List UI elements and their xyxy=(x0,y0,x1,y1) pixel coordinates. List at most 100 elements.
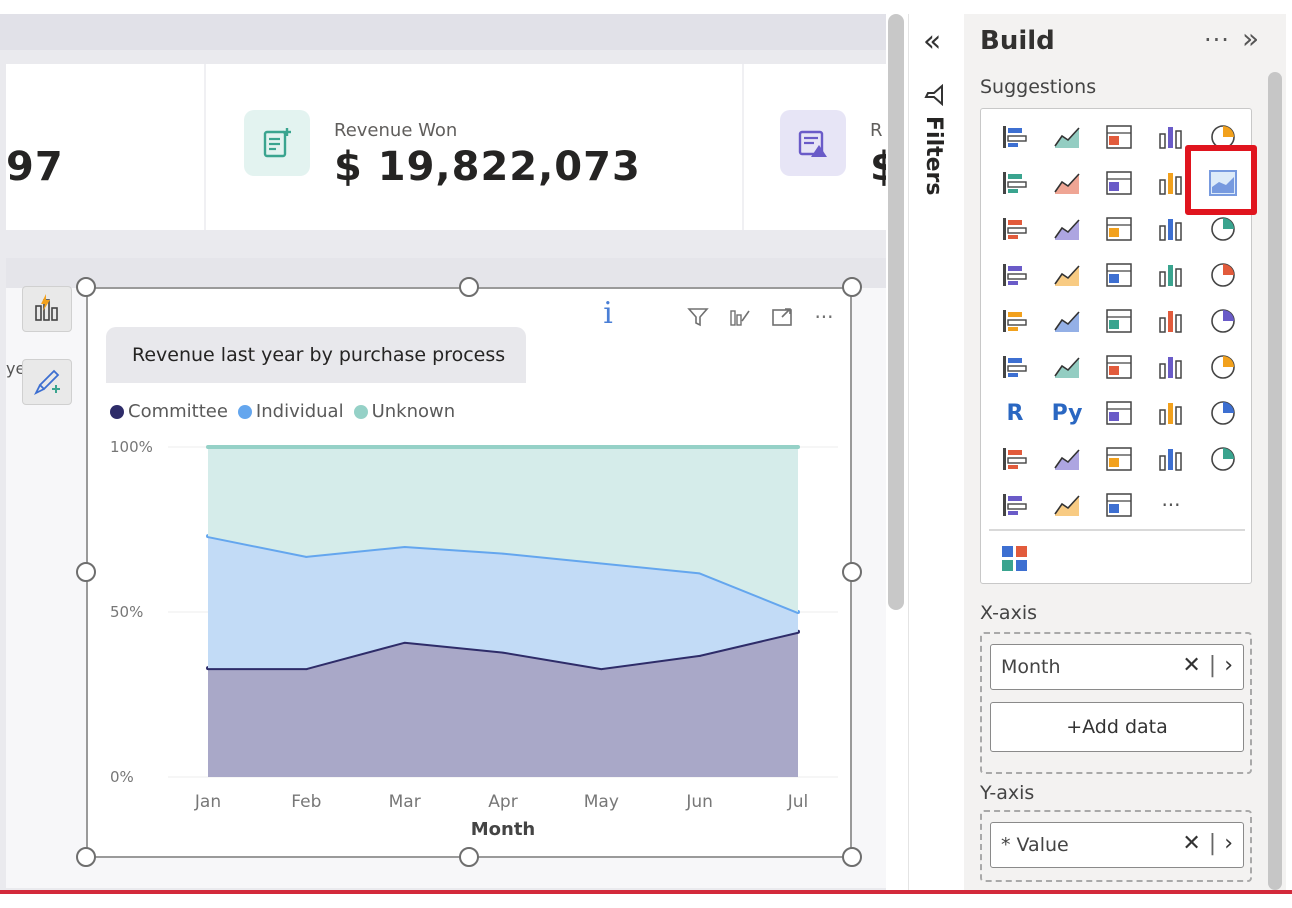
gauge-icon[interactable] xyxy=(1151,301,1191,341)
pill-separator: | xyxy=(1208,831,1217,856)
kpi-row: 97 Revenue Won $ 19,822,073 xyxy=(6,64,886,230)
power-apps-icon[interactable] xyxy=(1151,439,1191,479)
legend-item[interactable]: Committee xyxy=(110,401,228,422)
waterfall-chart-icon[interactable] xyxy=(1151,209,1191,249)
area-committee xyxy=(208,631,798,777)
kpi-value: $ 19,822,073 xyxy=(334,144,641,190)
data-point-unknown xyxy=(304,445,309,449)
info-icon[interactable]: i xyxy=(588,295,628,331)
field-name: Month xyxy=(1001,656,1061,678)
x-tick-label: Jan xyxy=(194,792,221,812)
resize-handle[interactable] xyxy=(76,562,96,582)
azure-map-icon[interactable] xyxy=(1099,301,1139,341)
py-label: Py xyxy=(1051,400,1083,426)
matrix-icon[interactable] xyxy=(1203,347,1243,387)
line-and-clustered-column-icon[interactable] xyxy=(1047,209,1087,249)
decomposition-tree-icon[interactable] xyxy=(1151,393,1191,433)
arcgis-map-icon[interactable] xyxy=(995,485,1035,525)
paginated-report-icon[interactable] xyxy=(1099,439,1139,479)
card-icon[interactable] xyxy=(1203,301,1243,341)
area-chart-icon[interactable] xyxy=(1099,163,1139,203)
expand-field-icon[interactable]: › xyxy=(1224,831,1233,856)
resize-handle[interactable] xyxy=(459,847,479,867)
remove-field-icon[interactable]: ✕ xyxy=(1182,831,1201,856)
qa-icon[interactable] xyxy=(1203,393,1243,433)
funnel-chart-icon[interactable] xyxy=(1203,209,1243,249)
python-visual-icon[interactable]: Py xyxy=(1047,393,1087,433)
format-paint-button[interactable] xyxy=(22,359,72,405)
donut-chart-icon[interactable] xyxy=(1099,255,1139,295)
filter-icon[interactable] xyxy=(680,299,716,335)
treemap-icon[interactable] xyxy=(1151,255,1191,295)
xaxis-field[interactable]: Month ✕ | › xyxy=(990,644,1244,690)
shape-map-icon[interactable] xyxy=(1047,301,1087,341)
resize-handle[interactable] xyxy=(842,847,862,867)
custom-visual-icon[interactable] xyxy=(995,539,1035,579)
expand-field-icon[interactable]: › xyxy=(1224,653,1233,678)
legend-swatch xyxy=(237,404,252,419)
remove-field-icon[interactable]: ✕ xyxy=(1182,653,1201,678)
data-point-unknown xyxy=(501,445,505,449)
stacked-area-chart-icon[interactable] xyxy=(1151,163,1191,203)
line-and-stacked-column-icon[interactable] xyxy=(995,209,1035,249)
power-automate-alt-icon[interactable] xyxy=(1099,485,1139,525)
kpi-icon[interactable] xyxy=(1047,347,1087,387)
kpi-value: 97 xyxy=(6,144,64,190)
kpi-value: $ xyxy=(870,144,886,190)
filters-toggle[interactable]: Filters xyxy=(921,84,946,196)
ribbon-chart-icon[interactable] xyxy=(1099,209,1139,249)
map-icon[interactable] xyxy=(1203,255,1243,295)
stacked-bar-chart-icon[interactable] xyxy=(995,117,1035,157)
pie-chart-icon[interactable] xyxy=(1047,255,1087,295)
metrics-icon[interactable] xyxy=(1047,439,1087,479)
more-options-icon[interactable]: ··· xyxy=(806,299,842,335)
xaxis-label: X-axis xyxy=(980,602,1037,624)
legend-item[interactable]: Unknown xyxy=(353,401,455,422)
line-chart-icon[interactable] xyxy=(1047,163,1087,203)
100-percent-stacked-area-chart-icon[interactable] xyxy=(1203,163,1243,203)
drill-icon[interactable] xyxy=(722,299,758,335)
y-tick-label: 50% xyxy=(110,603,143,621)
smart-narrative-icon[interactable] xyxy=(995,439,1035,479)
stacked-column-chart-icon[interactable] xyxy=(1047,117,1087,157)
collapse-left-icon[interactable]: « xyxy=(923,24,942,59)
legend-item[interactable]: Individual xyxy=(237,401,344,422)
selected-visual-highlight xyxy=(1185,145,1257,215)
scatter-chart-icon[interactable] xyxy=(995,255,1035,295)
filter-icon xyxy=(923,84,943,106)
resize-handle[interactable] xyxy=(842,277,862,297)
multi-row-card-icon[interactable] xyxy=(995,347,1035,387)
resize-handle[interactable] xyxy=(842,562,862,582)
slicer-icon[interactable] xyxy=(1099,347,1139,387)
more-options-icon[interactable]: ··· xyxy=(1204,26,1230,54)
clustered-column-chart-icon[interactable] xyxy=(1151,117,1191,157)
x-tick-label: May xyxy=(584,792,619,812)
area-chart-visual[interactable]: i ··· Revenue last year by purchase proc… xyxy=(86,287,852,858)
key-influencers-icon[interactable] xyxy=(1099,393,1139,433)
canvas-scrollbar[interactable] xyxy=(888,14,904,610)
visual-title: Revenue last year by purchase process xyxy=(106,327,526,383)
yaxis-field[interactable]: * Value ✕ | › xyxy=(990,822,1244,868)
filled-map-icon[interactable] xyxy=(995,301,1035,341)
power-automate-icon[interactable] xyxy=(1203,439,1243,479)
clustered-bar-chart-icon[interactable] xyxy=(1099,117,1139,157)
paintbrush-icon xyxy=(33,369,60,396)
focus-mode-icon[interactable] xyxy=(764,299,800,335)
collapse-right-icon[interactable]: » xyxy=(1242,22,1260,55)
filters-pane-collapsed: « Filters xyxy=(908,14,962,890)
more-label: ··· xyxy=(1161,493,1181,517)
resize-handle[interactable] xyxy=(76,847,96,867)
pane-scrollbar[interactable] xyxy=(1268,72,1282,890)
100-percent-column-chart-icon[interactable] xyxy=(995,163,1035,203)
add-data-button[interactable]: +Add data xyxy=(990,702,1244,752)
r-visual-icon[interactable]: R xyxy=(995,393,1035,433)
more-visuals-icon[interactable]: ··· xyxy=(1151,485,1191,525)
power-apps-alt-icon[interactable] xyxy=(1047,485,1087,525)
pill-separator: | xyxy=(1208,653,1217,678)
resize-handle[interactable] xyxy=(76,277,96,297)
resize-handle[interactable] xyxy=(459,277,479,297)
bottom-accent-line xyxy=(0,890,1292,894)
table-icon[interactable] xyxy=(1151,347,1191,387)
chart-action-button[interactable] xyxy=(22,286,72,332)
